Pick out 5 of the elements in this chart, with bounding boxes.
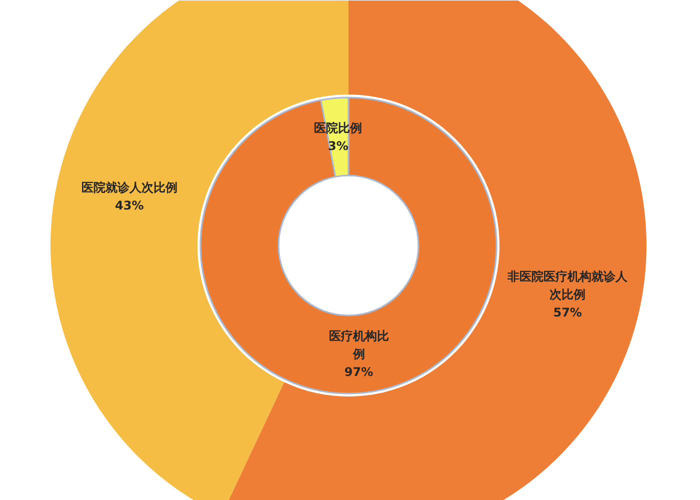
- data-label: 97%: [344, 365, 374, 380]
- slice-label: 医疗机构比例: [328, 328, 389, 362]
- data-label: 医院就诊人次比例 43%: [81, 180, 178, 213]
- data-label: 非医院医疗机构就诊人次比例 57%: [506, 269, 629, 320]
- data-label: 3%: [328, 139, 348, 154]
